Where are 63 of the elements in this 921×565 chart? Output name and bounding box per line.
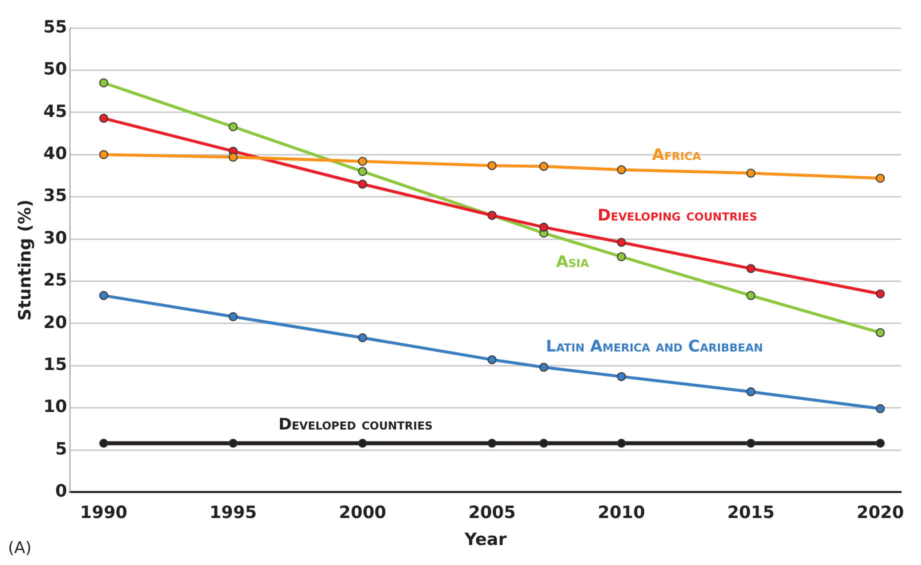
series-label: Asia bbox=[556, 252, 590, 271]
y-tick-label: 50 bbox=[43, 60, 68, 80]
y-tick-label: 15 bbox=[43, 355, 68, 376]
y-tick-label: 5 bbox=[55, 439, 68, 460]
text: (A) bbox=[8, 538, 32, 557]
point bbox=[616, 438, 626, 448]
point bbox=[746, 291, 756, 300]
point bbox=[746, 264, 756, 274]
x-tick-label: 2010 bbox=[598, 502, 646, 523]
point bbox=[228, 152, 238, 162]
point bbox=[539, 162, 548, 171]
point bbox=[99, 291, 108, 300]
point bbox=[539, 222, 548, 232]
y-tick-label: 45 bbox=[43, 102, 68, 122]
point bbox=[539, 438, 548, 448]
y-tick-label: 55 bbox=[43, 17, 68, 38]
series-label: Developing countries bbox=[598, 206, 758, 225]
point bbox=[358, 333, 368, 342]
point bbox=[228, 438, 238, 448]
y-tick-label: 0 bbox=[55, 482, 68, 502]
point bbox=[616, 238, 626, 247]
point bbox=[228, 122, 238, 132]
y-tick-label: 10 bbox=[43, 397, 68, 418]
point bbox=[746, 387, 756, 396]
y-tick-label: 30 bbox=[43, 228, 68, 248]
point bbox=[358, 166, 368, 176]
x-tick-label: 2000 bbox=[338, 502, 386, 523]
point bbox=[539, 362, 548, 372]
point bbox=[99, 78, 108, 88]
y-tick-label: 35 bbox=[43, 186, 68, 206]
x-tick-label: 1995 bbox=[209, 502, 257, 523]
y-tick-label: 25 bbox=[43, 270, 68, 291]
point bbox=[99, 114, 108, 123]
x-tick-label: 1990 bbox=[80, 502, 128, 523]
x-tick-label: 2015 bbox=[727, 502, 775, 523]
point bbox=[358, 438, 368, 448]
point bbox=[358, 180, 368, 189]
point bbox=[746, 168, 756, 178]
y-axis-title: Stunting (%) bbox=[16, 199, 36, 321]
point bbox=[488, 438, 496, 448]
point bbox=[488, 355, 496, 364]
point bbox=[616, 372, 626, 382]
y-tick-label: 20 bbox=[43, 312, 68, 333]
point bbox=[876, 438, 885, 448]
x-tick-label: 2020 bbox=[856, 502, 904, 523]
series-label: Developed countries bbox=[278, 414, 433, 434]
point bbox=[876, 174, 885, 183]
x-axis-title: Year bbox=[463, 530, 508, 550]
point bbox=[876, 328, 885, 338]
point bbox=[99, 438, 108, 448]
point bbox=[616, 165, 626, 174]
point bbox=[616, 252, 626, 262]
point bbox=[876, 404, 885, 414]
x-tick-label: 2005 bbox=[468, 502, 516, 523]
y-tick-label: 40 bbox=[43, 144, 68, 164]
point bbox=[488, 161, 496, 170]
point bbox=[746, 438, 756, 448]
series-label: Latin America and Caribbean bbox=[546, 336, 763, 356]
point bbox=[876, 289, 885, 298]
point bbox=[228, 312, 238, 322]
point bbox=[99, 150, 108, 160]
series-label: Africa bbox=[652, 144, 702, 164]
point bbox=[358, 156, 368, 166]
